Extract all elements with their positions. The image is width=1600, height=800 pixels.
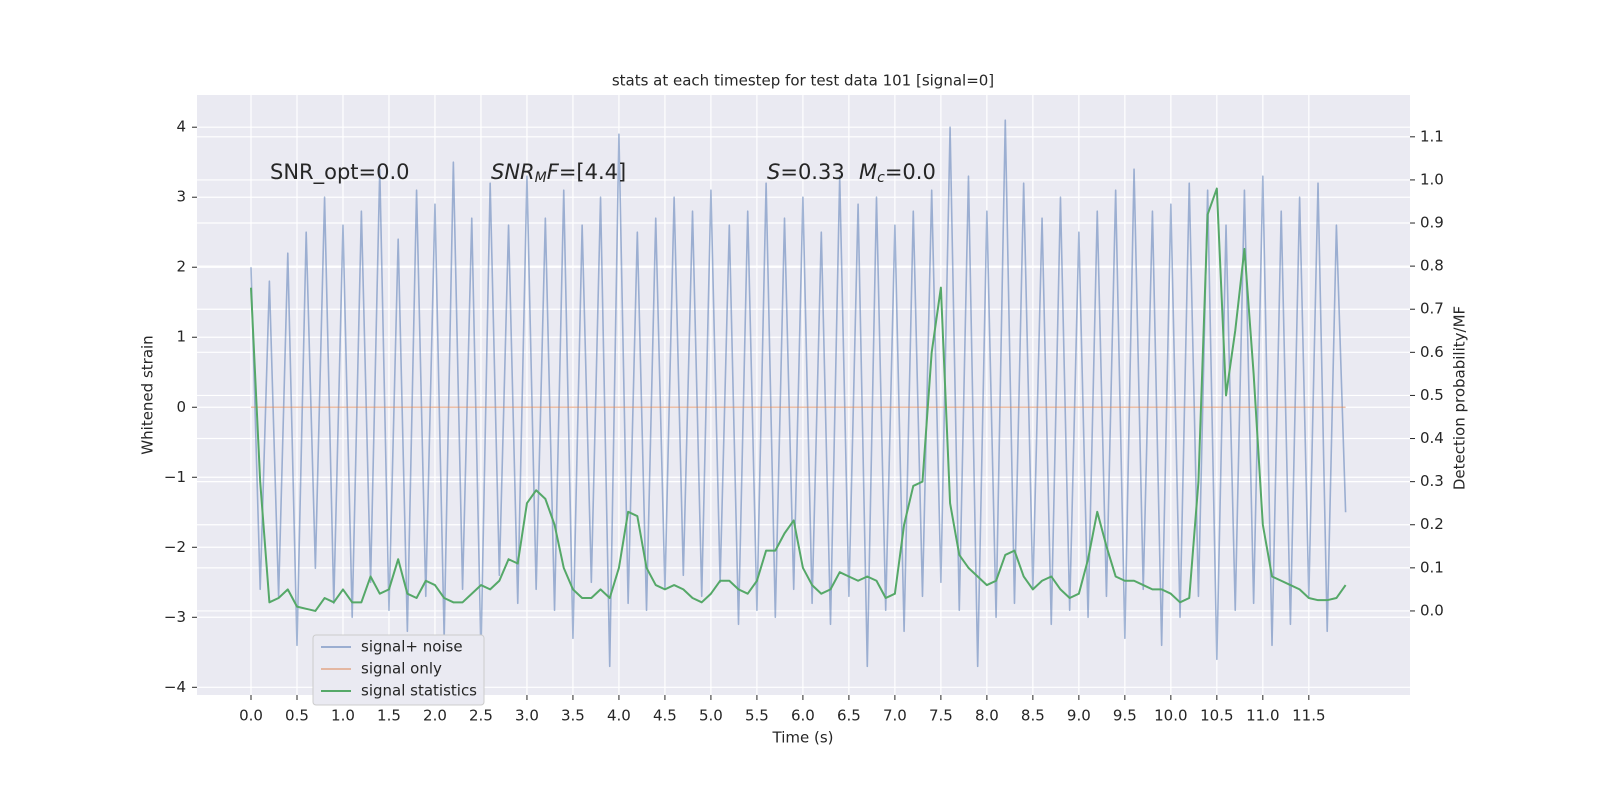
- y-tick-label: −4: [164, 678, 186, 696]
- annotation: SNR_opt=0.0: [270, 160, 410, 185]
- x-tick-label: 9.0: [1067, 707, 1091, 725]
- y-tick-label: −1: [164, 468, 186, 486]
- x-axis-label: Time (s): [772, 729, 834, 747]
- annotation: Mc=0.0: [859, 160, 936, 186]
- annotation-part: F: [547, 160, 560, 184]
- legend-label: signal only: [361, 660, 442, 678]
- x-tick-label: 10.5: [1200, 707, 1233, 725]
- y-axis-label: Whitened strain: [139, 335, 157, 454]
- y2-axis-label: Detection probability/MF: [1451, 306, 1469, 490]
- x-tick-label: 0.5: [285, 707, 309, 725]
- x-tick-label: 8.0: [975, 707, 999, 725]
- y2-tick-label: 0.4: [1420, 429, 1444, 447]
- x-tick-label: 1.0: [331, 707, 355, 725]
- y2-tick-label: 0.1: [1420, 558, 1444, 576]
- x-tick-label: 11.0: [1246, 707, 1279, 725]
- x-tick-label: 11.5: [1292, 707, 1325, 725]
- y-tick-label: 2: [176, 258, 186, 276]
- y2-tick-label: 1.0: [1420, 170, 1444, 188]
- series-line: [250, 119, 1347, 668]
- x-tick-label: 0.0: [239, 707, 263, 725]
- y2-tick-label: 0.8: [1420, 257, 1444, 275]
- legend-box: [312, 634, 485, 706]
- y-tick-label: 4: [176, 118, 186, 136]
- x-tick-label: 7.0: [883, 707, 907, 725]
- x-tick-label: 3.0: [515, 707, 539, 725]
- x-tick-label: 5.5: [745, 707, 769, 725]
- annotation-part: M: [535, 170, 547, 186]
- annotation-part: SNR: [491, 160, 535, 184]
- y2-tick-label: 0.7: [1420, 300, 1444, 318]
- annotation-part: =0.33: [780, 160, 844, 184]
- x-tick-label: 4.0: [607, 707, 631, 725]
- y2-tick-label: 0.5: [1420, 386, 1444, 404]
- y2-tick-label: 0.0: [1420, 601, 1444, 619]
- legend-label: signal statistics: [361, 682, 477, 700]
- annotation: S=0.33: [767, 160, 845, 184]
- y-tick-label: 3: [176, 188, 186, 206]
- annotation-part: =0.0: [885, 160, 936, 184]
- series-line: [249, 187, 1347, 612]
- x-tick-label: 3.5: [561, 707, 585, 725]
- annotation-part: M: [859, 160, 877, 184]
- annotation-part: S: [767, 160, 780, 184]
- x-tick-label: 8.5: [1021, 707, 1045, 725]
- annotation-part: c: [877, 170, 885, 186]
- x-tick-label: 2.5: [469, 707, 493, 725]
- y2-tick-label: 0.3: [1420, 472, 1444, 490]
- x-tick-label: 4.5: [653, 707, 677, 725]
- x-tick-label: 6.5: [837, 707, 861, 725]
- chart-title: stats at each timestep for test data 101…: [612, 72, 994, 90]
- x-tick-label: 2.0: [423, 707, 447, 725]
- annotation: SNRMF=[4.4]: [491, 160, 626, 186]
- y-tick-label: −3: [164, 608, 186, 626]
- x-tick-label: 10.0: [1154, 707, 1187, 725]
- x-tick-label: 6.0: [791, 707, 815, 725]
- legend-label: signal+ noise: [361, 638, 463, 656]
- legend: signal+ noise signal only signal statistic…: [312, 634, 485, 706]
- y2-tick-label: 0.6: [1420, 343, 1444, 361]
- x-tick-label: 9.5: [1113, 707, 1137, 725]
- y2-tick-label: 1.1: [1420, 127, 1444, 145]
- y2-tick-label: 0.2: [1420, 515, 1444, 533]
- annotation-part: SNR_opt=0.0: [270, 160, 410, 185]
- y-tick-label: 1: [176, 328, 186, 346]
- y-tick-label: −2: [164, 538, 186, 556]
- x-tick-label: 7.5: [929, 707, 953, 725]
- y2-tick-label: 0.9: [1420, 214, 1444, 232]
- y-tick-label: 0: [176, 398, 186, 416]
- x-tick-label: 5.0: [699, 707, 723, 725]
- annotation-part: =[4.4]: [559, 160, 626, 184]
- x-tick-label: 1.5: [377, 707, 401, 725]
